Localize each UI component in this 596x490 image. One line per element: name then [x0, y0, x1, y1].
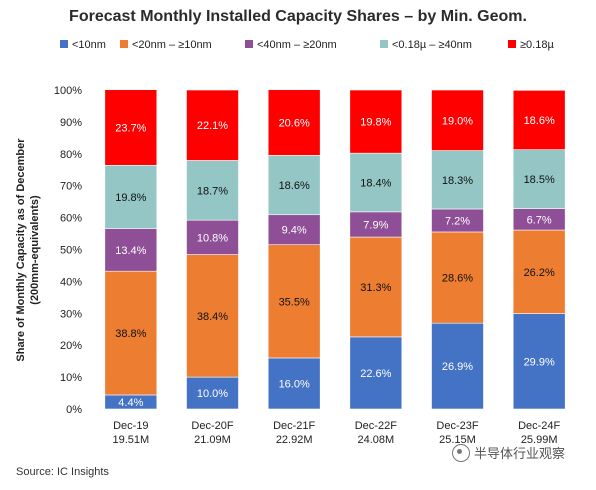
watermark: 半导体行业观察: [452, 443, 565, 462]
data-label: 29.9%: [524, 356, 555, 368]
bar-segment: [267, 155, 321, 216]
watermark-text: 半导体行业观察: [474, 446, 566, 461]
y-tick-label: 0%: [66, 404, 82, 416]
data-label: 22.6%: [360, 368, 391, 380]
data-label: 18.4%: [360, 178, 391, 190]
bar-segment: [431, 231, 484, 324]
legend-swatch: [508, 40, 516, 48]
x-tick-label: Dec-19: [113, 420, 148, 432]
data-label: 18.7%: [197, 185, 228, 197]
bar-segment: [349, 336, 403, 410]
chart-title: Forecast Monthly Installed Capacity Shar…: [69, 8, 527, 25]
data-label: 18.6%: [279, 180, 310, 192]
data-label: 7.9%: [363, 219, 388, 231]
y-axis-subtitle: (200mm-equivalents): [29, 195, 41, 305]
data-label: 38.8%: [115, 328, 146, 340]
x-tick-sublabel: 25.15M: [439, 434, 476, 446]
x-tick-label: Dec-22F: [355, 420, 397, 432]
bar-segment: [431, 89, 484, 151]
data-label: 18.6%: [524, 115, 555, 127]
bar-segment: [104, 270, 158, 396]
data-label: 10.0%: [197, 388, 228, 400]
data-label: 4.4%: [118, 397, 143, 409]
data-label: 20.6%: [279, 118, 310, 130]
bar-segment: [349, 211, 403, 238]
legend-swatch: [380, 40, 388, 48]
legend-label: <40nm – ≥20nm: [257, 39, 337, 51]
y-tick-label: 100%: [54, 85, 82, 97]
bar-segment: [186, 89, 239, 161]
x-tick-label: Dec-23F: [436, 420, 478, 432]
source-note: Source: IC Insights: [16, 466, 109, 478]
bar-segment: [349, 236, 403, 338]
bar-segment: [512, 313, 566, 410]
x-tick-sublabel: 21.09M: [194, 434, 231, 446]
data-label: 28.6%: [442, 273, 473, 285]
data-label: 35.5%: [279, 296, 310, 308]
legend-label: <10nm: [72, 39, 106, 51]
x-tick-sublabel: 19.51M: [112, 434, 149, 446]
data-label: 13.4%: [115, 245, 146, 257]
bar-segment: [267, 244, 321, 359]
bar-segment: [431, 322, 484, 410]
bar-segment: [267, 357, 321, 410]
legend-swatch: [245, 40, 253, 48]
x-tick-sublabel: 24.08M: [357, 434, 394, 446]
data-label: 19.8%: [360, 117, 391, 129]
data-label: 38.4%: [197, 311, 228, 323]
data-label: 16.0%: [279, 378, 310, 390]
wechat-icon: [452, 443, 470, 462]
legend-label: <20nm – ≥10nm: [132, 39, 212, 51]
bar-segment: [349, 152, 403, 213]
bar-segment: [349, 89, 403, 154]
data-label: 18.3%: [442, 175, 473, 187]
data-label: 31.3%: [360, 282, 391, 294]
x-tick-label: Dec-20F: [191, 420, 233, 432]
x-tick-label: Dec-24F: [518, 420, 560, 432]
y-tick-label: 60%: [60, 213, 82, 225]
data-label: 18.5%: [524, 174, 555, 186]
bar-segment: [431, 150, 484, 210]
y-tick-label: 70%: [60, 181, 82, 193]
y-axis-title: Share of Monthly Capacity as of December: [15, 138, 27, 362]
data-label: 26.9%: [442, 361, 473, 373]
bar-segment: [104, 89, 158, 166]
legend-label: ≥0.18µ: [520, 39, 554, 51]
legend-swatch: [120, 40, 128, 48]
bar-segment: [512, 229, 566, 314]
data-label: 19.8%: [115, 192, 146, 204]
data-label: 10.8%: [197, 232, 228, 244]
bar-segment: [186, 254, 239, 378]
bar-segment: [267, 89, 321, 156]
bar-segment: [104, 164, 158, 229]
data-label: 6.7%: [527, 214, 552, 226]
data-label: 7.2%: [445, 215, 470, 227]
data-label: 9.4%: [282, 225, 307, 237]
data-label: 23.7%: [115, 122, 146, 134]
y-tick-label: 20%: [60, 340, 82, 352]
data-label: 19.0%: [442, 115, 473, 127]
y-tick-label: 30%: [60, 308, 82, 320]
bar-segment: [104, 228, 158, 272]
y-tick-label: 50%: [60, 245, 82, 257]
bar-segment: [512, 149, 566, 209]
legend-label: <0.18µ – ≥40nm: [392, 39, 472, 51]
y-tick-label: 40%: [60, 276, 82, 288]
bar-segment: [512, 90, 566, 150]
y-tick-label: 80%: [60, 149, 82, 161]
bar-segment: [186, 376, 239, 410]
x-tick-label: Dec-21F: [273, 420, 315, 432]
x-tick-sublabel: 25.99M: [521, 434, 558, 446]
data-label: 26.2%: [524, 267, 555, 279]
bar-segment: [186, 219, 239, 255]
legend-swatch: [60, 40, 68, 48]
data-label: 22.1%: [197, 120, 228, 132]
x-tick-sublabel: 22.92M: [276, 434, 313, 446]
y-tick-label: 90%: [60, 117, 82, 129]
y-tick-label: 10%: [60, 372, 82, 384]
